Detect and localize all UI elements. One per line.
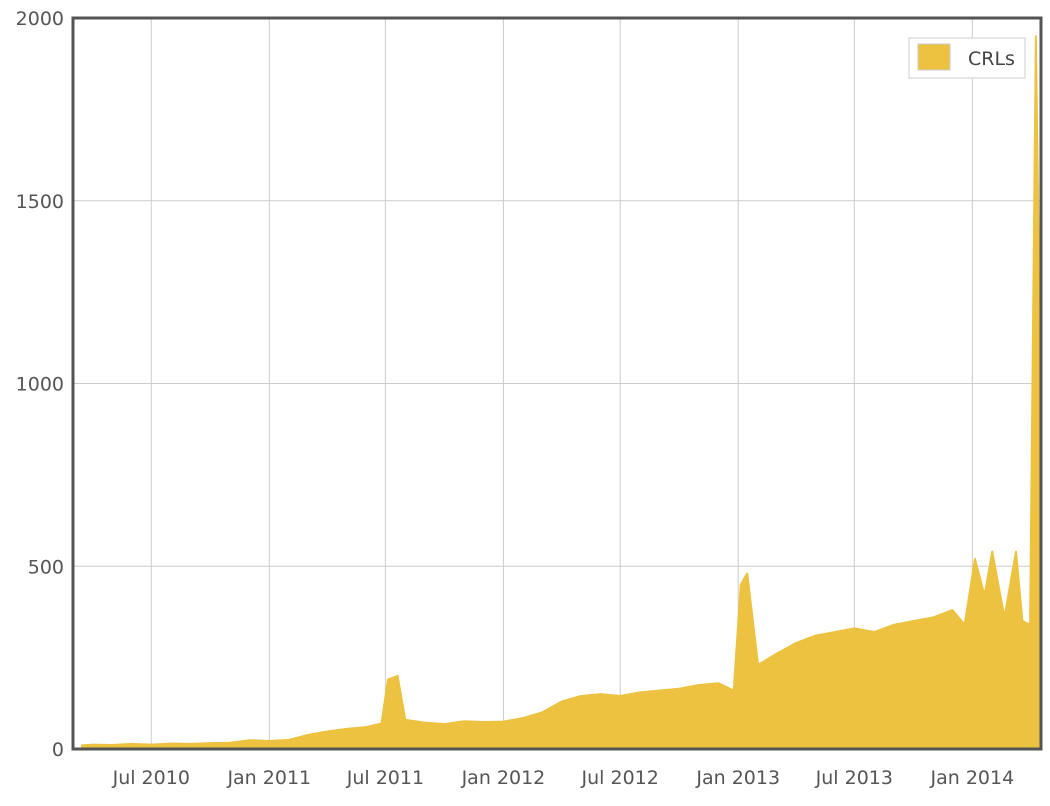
legend-swatch (917, 43, 951, 71)
data-point-0-56 (1021, 620, 1024, 622)
data-point-0-16 (380, 722, 383, 725)
data-point-0-1 (92, 743, 94, 746)
data-point-0-12 (306, 734, 308, 736)
legend: CRLs (908, 37, 1026, 79)
data-point-0-22 (463, 720, 466, 723)
series-area (80, 35, 1042, 750)
data-point-0-52 (983, 594, 986, 597)
x-tick-label-0: Jul 2010 (112, 767, 190, 789)
series-area-0 (80, 35, 1042, 750)
data-point-0-5 (170, 742, 172, 745)
data-point-0-31 (639, 691, 641, 694)
data-point-0-32 (659, 689, 661, 692)
data-point-0-54 (1003, 616, 1006, 619)
data-point-0-27 (561, 700, 563, 703)
data-point-0-51 (974, 558, 976, 560)
data-point-0-28 (580, 695, 582, 697)
data-point-0-9 (248, 739, 251, 742)
data-point-0-37 (739, 583, 742, 586)
data-point-0-42 (814, 634, 816, 637)
data-point-0-43 (834, 631, 836, 633)
data-point-0-13 (326, 730, 328, 733)
x-axis-ticks: Jul 2010 Jan 2011 Jul 2011 Jan 2012 Jul 2012… (112, 767, 1015, 789)
data-point-0-33 (678, 687, 681, 690)
y-tick-label-2000: 2000 (16, 8, 64, 30)
x-tick-label-4: Jul 2012 (581, 767, 659, 789)
y-tick-label-0: 0 (52, 739, 64, 761)
data-point-0-24 (502, 720, 505, 723)
data-point-0-45 (873, 631, 876, 633)
data-point-0-20 (424, 721, 426, 724)
data-point-0-18 (396, 675, 399, 677)
y-tick-label-1500: 1500 (16, 191, 64, 213)
data-point-0-49 (951, 609, 954, 611)
data-point-0-53 (991, 550, 994, 553)
data-point-0-14 (345, 728, 348, 730)
data-point-0-36 (732, 689, 735, 692)
data-point-0-8 (229, 741, 231, 744)
data-point-0-57 (1029, 623, 1031, 626)
data-point-0-34 (698, 684, 700, 686)
data-point-0-17 (387, 678, 389, 681)
data-point-0-38 (746, 572, 749, 575)
data-point-0-58 (1035, 35, 1037, 38)
data-point-0-41 (795, 642, 797, 644)
x-tick-label-5: Jan 2013 (695, 767, 780, 789)
data-point-0-47 (912, 620, 915, 622)
data-point-0-15 (365, 726, 367, 728)
data-point-0-7 (209, 742, 212, 744)
data-point-0-26 (541, 711, 543, 714)
x-tick-label-7: Jan 2014 (930, 767, 1015, 789)
data-point-0-40 (775, 653, 777, 655)
data-point-0-2 (111, 744, 113, 746)
y-axis-ticks: 0 500 1000 1500 2000 (16, 8, 64, 761)
data-point-0-4 (150, 743, 153, 746)
data-point-0-59 (1037, 229, 1040, 231)
data-point-0-21 (443, 723, 446, 725)
data-point-0-6 (190, 743, 192, 745)
data-point-0-19 (404, 718, 407, 721)
data-point-0-29 (600, 693, 602, 695)
x-tick-label-1: Jan 2011 (226, 767, 311, 789)
x-tick-label-6: Jul 2013 (815, 767, 893, 789)
data-point-0-44 (853, 627, 856, 630)
legend-label: CRLs (968, 48, 1015, 70)
y-tick-label-500: 500 (28, 556, 64, 578)
data-point-0-11 (288, 739, 290, 741)
plot-border (71, 16, 1043, 751)
y-tick-label-1000: 1000 (16, 374, 64, 396)
data-point-0-25 (522, 717, 525, 719)
data-point-0-50 (963, 623, 966, 626)
data-point-0-46 (893, 623, 895, 626)
data-point-0-3 (131, 743, 133, 745)
data-point-0-39 (757, 664, 759, 666)
data-point-0-48 (932, 616, 935, 619)
data-point-0-0 (81, 744, 83, 747)
data-point-0-23 (482, 721, 485, 723)
data-point-0-35 (717, 682, 720, 685)
x-tick-label-3: Jan 2012 (461, 767, 546, 789)
data-point-0-30 (619, 695, 621, 697)
data-point-0-55 (1015, 550, 1017, 553)
x-tick-label-2: Jul 2011 (346, 767, 424, 789)
data-point-0-10 (268, 740, 271, 742)
